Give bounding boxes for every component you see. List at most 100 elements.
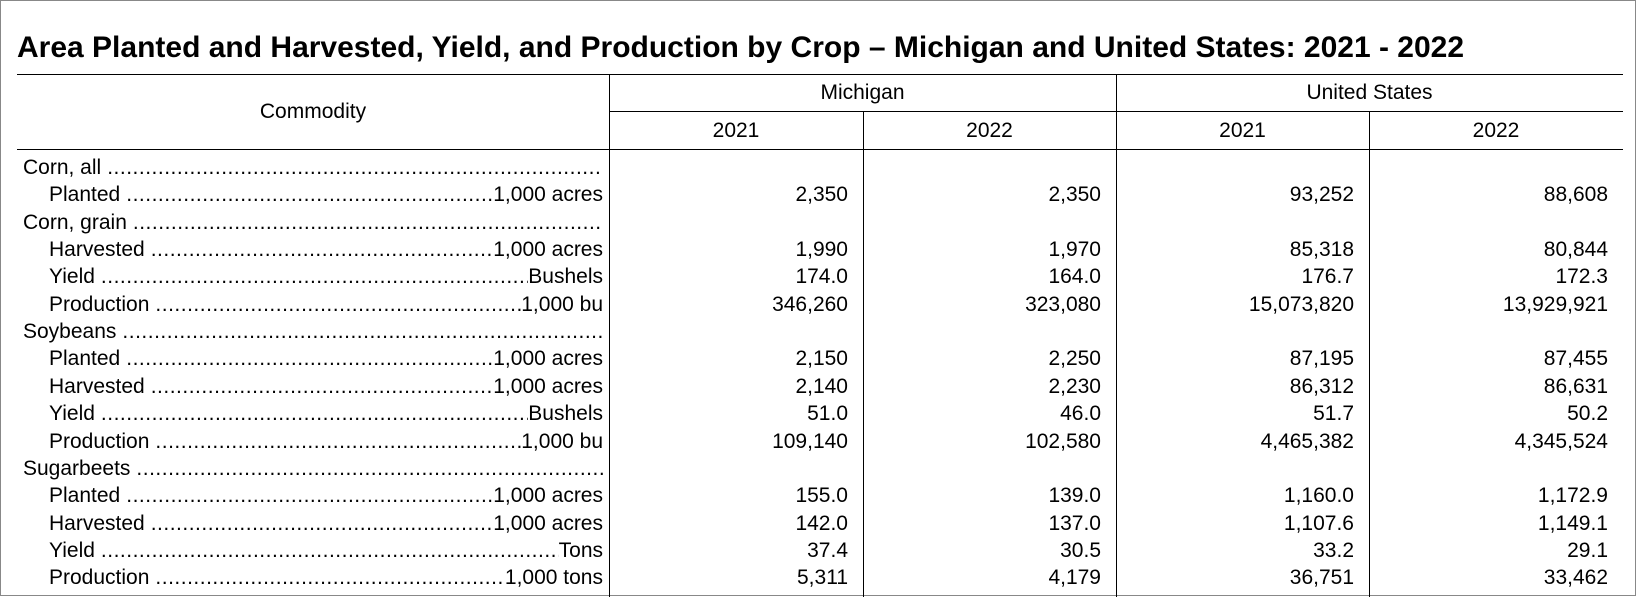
leader xyxy=(151,373,494,400)
cell: 33.2 xyxy=(1313,538,1354,562)
group-header: United States xyxy=(1306,81,1433,104)
rule xyxy=(609,74,610,597)
unit: 1,000 bu xyxy=(521,429,603,453)
cell: 80,844 xyxy=(1543,238,1608,262)
cell: 86,312 xyxy=(1289,374,1354,398)
label-text: Harvested xyxy=(49,238,145,262)
cell: 87,195 xyxy=(1289,347,1354,371)
unit: Bushels xyxy=(528,265,603,289)
cell: 172.3 xyxy=(1555,265,1608,289)
cell: 2,140 xyxy=(795,374,848,398)
label-text: Yield xyxy=(49,265,95,289)
cell: 46.0 xyxy=(1060,402,1101,426)
leader xyxy=(101,263,528,290)
row-label: Harvested 1,000 acres xyxy=(49,236,603,263)
cell: 4,345,524 xyxy=(1514,429,1608,453)
unit: 1,000 acres xyxy=(493,374,603,398)
unit: 1,000 acres xyxy=(493,511,603,535)
leader xyxy=(122,318,603,345)
cell: 93,252 xyxy=(1289,183,1354,207)
unit: Bushels xyxy=(528,402,603,426)
unit: 1,000 acres xyxy=(493,183,603,207)
cell: 174.0 xyxy=(795,265,848,289)
year-header: 2022 xyxy=(1472,119,1520,142)
unit: 1,000 bu xyxy=(521,292,603,316)
cell: 155.0 xyxy=(795,484,848,508)
group-header: Michigan xyxy=(820,81,905,104)
label-text: Planted xyxy=(49,183,121,207)
row-label: Yield Tons xyxy=(49,537,603,564)
cell: 30.5 xyxy=(1060,538,1101,562)
rule xyxy=(1369,111,1370,597)
leader xyxy=(126,345,493,372)
label-text: Production xyxy=(49,292,150,316)
row-label: Planted 1,000 acres xyxy=(49,345,603,372)
label-text: Yield xyxy=(49,538,95,562)
label-text: Planted xyxy=(49,484,121,508)
row-label: Corn, grain xyxy=(23,209,603,236)
row-label: Harvested 1,000 acres xyxy=(49,373,603,400)
year-header: 2021 xyxy=(712,119,760,142)
label-text: Planted xyxy=(49,347,121,371)
leader xyxy=(155,564,505,591)
rule xyxy=(17,149,1623,150)
label-text: Corn, grain xyxy=(23,210,127,234)
leader xyxy=(107,154,603,181)
label-text: Harvested xyxy=(49,374,145,398)
unit: 1,000 acres xyxy=(493,484,603,508)
label-text: Harvested xyxy=(49,511,145,535)
label-text: Production xyxy=(49,566,150,590)
rule xyxy=(17,74,1623,75)
cell: 137.0 xyxy=(1048,511,1101,535)
cell: 51.7 xyxy=(1313,402,1354,426)
cell: 1,107.6 xyxy=(1283,511,1354,535)
cell: 164.0 xyxy=(1048,265,1101,289)
label-text: Production xyxy=(49,429,150,453)
cell: 36,751 xyxy=(1289,566,1354,590)
cell: 50.2 xyxy=(1567,402,1608,426)
commodity-header: Commodity xyxy=(259,100,367,123)
cell: 346,260 xyxy=(772,292,848,316)
cell: 85,318 xyxy=(1289,238,1354,262)
label-text: Sugarbeets xyxy=(23,456,131,480)
title: Area Planted and Harvested, Yield, and P… xyxy=(17,31,1465,64)
row-label: Production 1,000 tons xyxy=(49,564,603,591)
row-label: Planted 1,000 acres xyxy=(49,482,603,509)
leader xyxy=(126,181,493,208)
unit: Tons xyxy=(558,538,603,562)
unit: 1,000 acres xyxy=(493,238,603,262)
row-label: Production 1,000 bu xyxy=(49,291,603,318)
year-header: 2021 xyxy=(1219,119,1266,142)
leader xyxy=(155,428,521,455)
cell: 4,179 xyxy=(1048,566,1101,590)
leader xyxy=(151,510,494,537)
cell: 1,149.1 xyxy=(1537,511,1608,535)
unit: 1,000 tons xyxy=(504,566,603,590)
row-label: Soybeans xyxy=(23,318,603,345)
cell: 2,350 xyxy=(795,183,848,207)
row-label: Sugarbeets xyxy=(23,455,603,482)
rule xyxy=(1116,74,1117,597)
leader xyxy=(155,291,521,318)
cell: 1,160.0 xyxy=(1283,484,1354,508)
leader xyxy=(101,400,528,427)
leader xyxy=(133,209,603,236)
leader xyxy=(136,455,603,482)
cell: 139.0 xyxy=(1048,484,1101,508)
cell: 1,970 xyxy=(1048,238,1101,262)
row-label: Yield Bushels xyxy=(49,263,603,290)
cell: 323,080 xyxy=(1025,292,1101,316)
row-label: Corn, all xyxy=(23,154,603,181)
cell: 2,350 xyxy=(1048,183,1101,207)
cell: 13,929,921 xyxy=(1502,292,1608,316)
row-label: Production 1,000 bu xyxy=(49,428,603,455)
leader xyxy=(151,236,494,263)
label-text: Yield xyxy=(49,402,95,426)
cell: 1,172.9 xyxy=(1537,484,1608,508)
cell: 1,990 xyxy=(795,238,848,262)
cell: 2,150 xyxy=(795,347,848,371)
row-label: Planted 1,000 acres xyxy=(49,181,603,208)
rule xyxy=(863,111,864,597)
cell: 5,311 xyxy=(797,566,848,590)
label-text: Corn, all xyxy=(23,156,102,179)
